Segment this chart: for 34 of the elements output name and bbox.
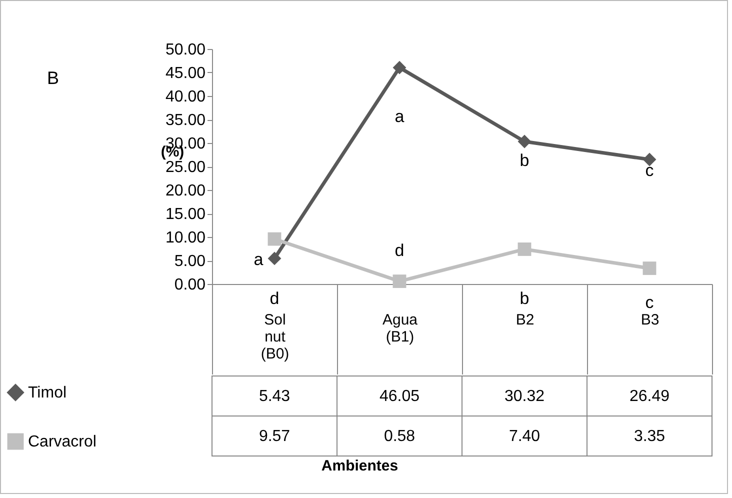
y-tick-label: 35.00	[165, 112, 206, 129]
text: Ambientes	[321, 458, 398, 474]
annotation: a	[254, 250, 264, 269]
y-tick-label: 50.00	[165, 42, 206, 58]
x-tick-label: Sol nut (B0)	[260, 312, 290, 362]
y-tick-label: 0.00	[174, 276, 206, 294]
annotation: b	[520, 151, 530, 170]
annotation: a	[394, 107, 405, 126]
data-label: 0.58	[384, 428, 416, 445]
y-tick-label: 5.00	[174, 253, 206, 270]
y-tick-label: 15.00	[165, 206, 206, 223]
data-label: 7.40	[508, 428, 540, 445]
y-tick-label: 45.00	[165, 65, 206, 82]
y-tick-label: 25.00	[165, 159, 206, 176]
data-label: 26.49	[629, 388, 670, 405]
legend-label: Carvacrol	[28, 434, 96, 450]
legend-label: Timol	[28, 384, 67, 402]
data-label: 9.57	[258, 428, 290, 445]
text: c	[645, 293, 654, 312]
y-tick-label: 40.00	[165, 88, 206, 106]
x-tick-label: Agua (B1)	[382, 312, 418, 346]
text: B	[47, 68, 60, 88]
data-label: 30.32	[504, 388, 545, 405]
annotation: c	[645, 161, 654, 180]
annotation: d	[394, 241, 404, 260]
y-tick-label: 20.00	[165, 182, 206, 200]
text: b	[520, 289, 530, 308]
x-tick-label: B3	[640, 312, 660, 328]
y-tick-label: 10.00	[165, 230, 206, 246]
data-label: 3.35	[634, 428, 666, 445]
data-label: 46.05	[379, 388, 420, 405]
data-label: 5.43	[258, 388, 290, 405]
text: d	[270, 289, 280, 308]
x-tick-label: B2	[516, 312, 534, 328]
